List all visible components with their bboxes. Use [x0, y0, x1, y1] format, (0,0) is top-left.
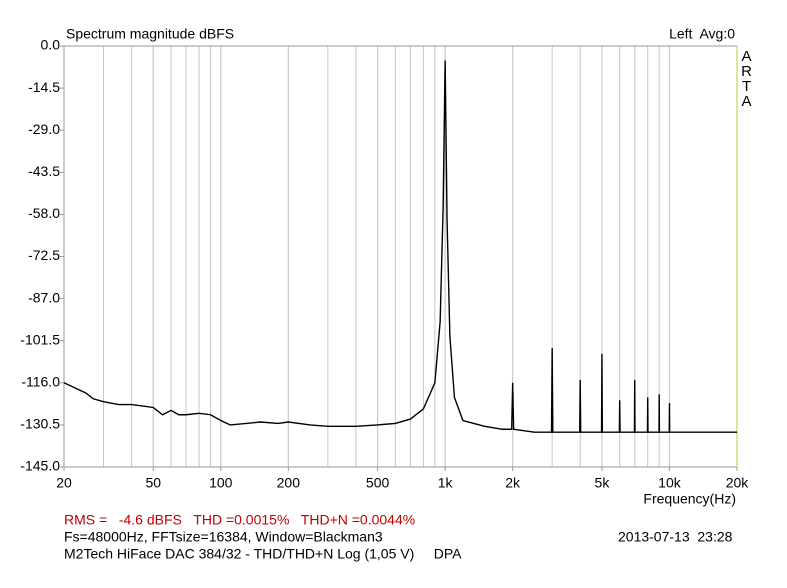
x-tick-label: 50: [145, 475, 161, 491]
x-tick-label: 1k: [438, 475, 454, 491]
fft-annotation: Fs=48000Hz, FFTsize=16384, Window=Blackm…: [64, 529, 383, 545]
spectrum-line: [63, 60, 737, 433]
y-tick-label: -43.5: [28, 163, 60, 179]
y-tick-label: 0.0: [41, 37, 61, 53]
date-annotation: 2013-07-13 23:28: [618, 529, 733, 545]
x-tick-label: 20k: [726, 475, 750, 491]
x-tick-label: 5k: [595, 475, 611, 491]
x-axis-title: Frequency(Hz): [643, 491, 736, 507]
y-tick-label: -29.0: [28, 121, 60, 137]
y-tick-label: -145.0: [20, 458, 60, 474]
x-tick-label: 10k: [658, 475, 682, 491]
x-tick-label: 2k: [505, 475, 521, 491]
x-tick-label: 200: [277, 475, 301, 491]
y-tick-label: -72.5: [28, 247, 60, 263]
chart-title: Spectrum magnitude dBFS: [66, 26, 234, 42]
x-tick-label: 500: [366, 475, 390, 491]
y-tick-label: -58.0: [28, 205, 60, 221]
y-tick-label: -116.0: [21, 374, 60, 390]
y-tick-label: -87.0: [28, 289, 60, 305]
rms-annotation: RMS = -4.6 dBFS THD =0.0015% THD+N =0.00…: [64, 512, 415, 528]
channel-label: Left Avg:0: [669, 26, 735, 42]
x-tick-label: 20: [56, 475, 72, 491]
y-tick-label: -14.5: [28, 79, 60, 95]
brand: ARTA: [738, 48, 755, 108]
plot-frame: [63, 45, 738, 468]
y-tick-label: -101.5: [20, 331, 60, 347]
x-tick-label: 100: [209, 475, 233, 491]
device-annotation: M2Tech HiFace DAC 384/32 - THD/THD+N Log…: [64, 546, 462, 562]
y-tick-label: -130.5: [20, 416, 60, 432]
